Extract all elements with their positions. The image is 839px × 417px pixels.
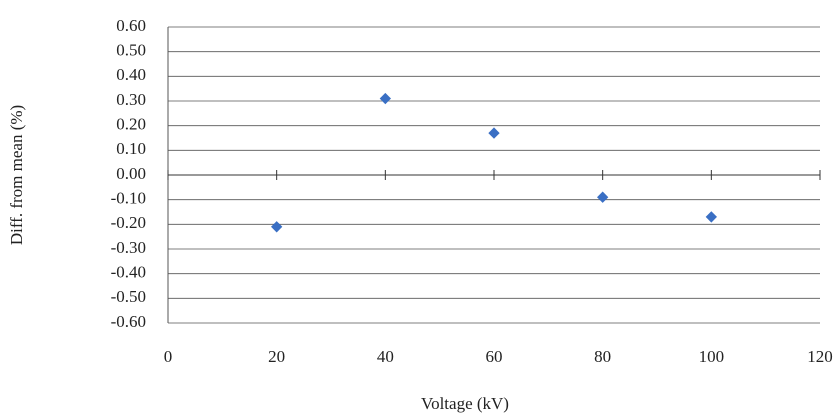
y-tick-label: 0.40 <box>116 65 146 84</box>
x-tick-label: 0 <box>164 347 173 366</box>
y-tick-label: 0.00 <box>116 164 146 183</box>
y-tick-label: 0.50 <box>116 41 146 60</box>
scatter-point <box>488 127 500 139</box>
y-tick-label: -0.20 <box>111 213 146 232</box>
y-tick-label: -0.50 <box>111 287 146 306</box>
y-tick-label: 0.60 <box>116 16 146 35</box>
x-tick-label: 20 <box>268 347 285 366</box>
y-tick-label: -0.10 <box>111 189 146 208</box>
scatter-point <box>705 211 717 223</box>
y-tick-label: 0.10 <box>116 139 146 158</box>
scatter-point <box>271 221 283 233</box>
y-tick-label: -0.40 <box>111 263 146 282</box>
scatter-point <box>379 92 391 105</box>
y-axis-label: Diff. from mean (%) <box>7 105 26 245</box>
x-axis-label: Voltage (kV) <box>421 394 509 413</box>
x-tick-label: 120 <box>807 347 833 366</box>
x-tick-label: 40 <box>377 347 394 366</box>
y-tick-label: -0.30 <box>111 238 146 257</box>
y-tick-label: 0.30 <box>116 90 146 109</box>
x-tick-label: 100 <box>699 347 725 366</box>
y-tick-label: -0.60 <box>111 312 146 331</box>
x-tick-label: 60 <box>486 347 503 366</box>
y-tick-label: 0.20 <box>116 115 146 134</box>
scatter-point <box>597 191 609 203</box>
x-tick-label: 80 <box>594 347 611 366</box>
